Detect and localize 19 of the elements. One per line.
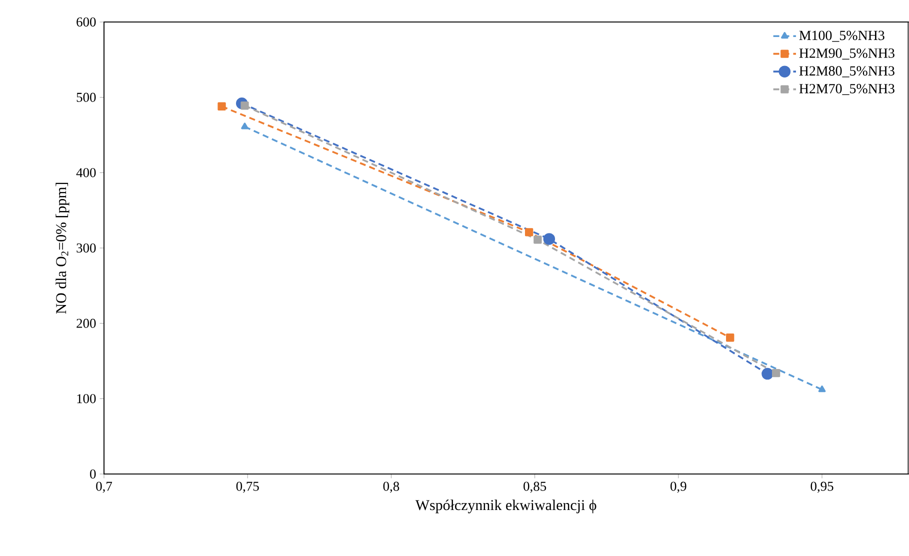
y-tick-label: 100 (77, 394, 96, 404)
y-tick-label: 300 (76, 243, 96, 253)
y-tick-label: 0 (90, 469, 96, 479)
x-tick-label: 0,8 (383, 482, 400, 493)
legend-label: H2M70_5%NH3 (799, 84, 894, 96)
legend-label: H2M90_5%NH3 (799, 48, 894, 60)
x-tick-label: 0,9 (670, 482, 686, 493)
legend-label: M100_5%NH3 (799, 30, 884, 42)
y-tick-label: 500 (76, 92, 96, 102)
x-axis-title: Współczynnik ekwiwalencji ϕ (415, 500, 596, 514)
y-tick-label: 400 (76, 168, 96, 178)
y-tick-label: 600 (76, 17, 96, 27)
x-tick-label: 0,75 (236, 482, 259, 493)
x-tick-label: 0,85 (524, 482, 546, 493)
legend-label: H2M80_5%NH3 (799, 66, 894, 78)
y-axis-title: NO dla O$_{2}$=0% [ppm] (56, 182, 70, 314)
x-tick-label: 0,95 (810, 482, 834, 493)
y-tick-label: 200 (76, 318, 96, 328)
x-tick-label: 0,7 (96, 482, 112, 493)
